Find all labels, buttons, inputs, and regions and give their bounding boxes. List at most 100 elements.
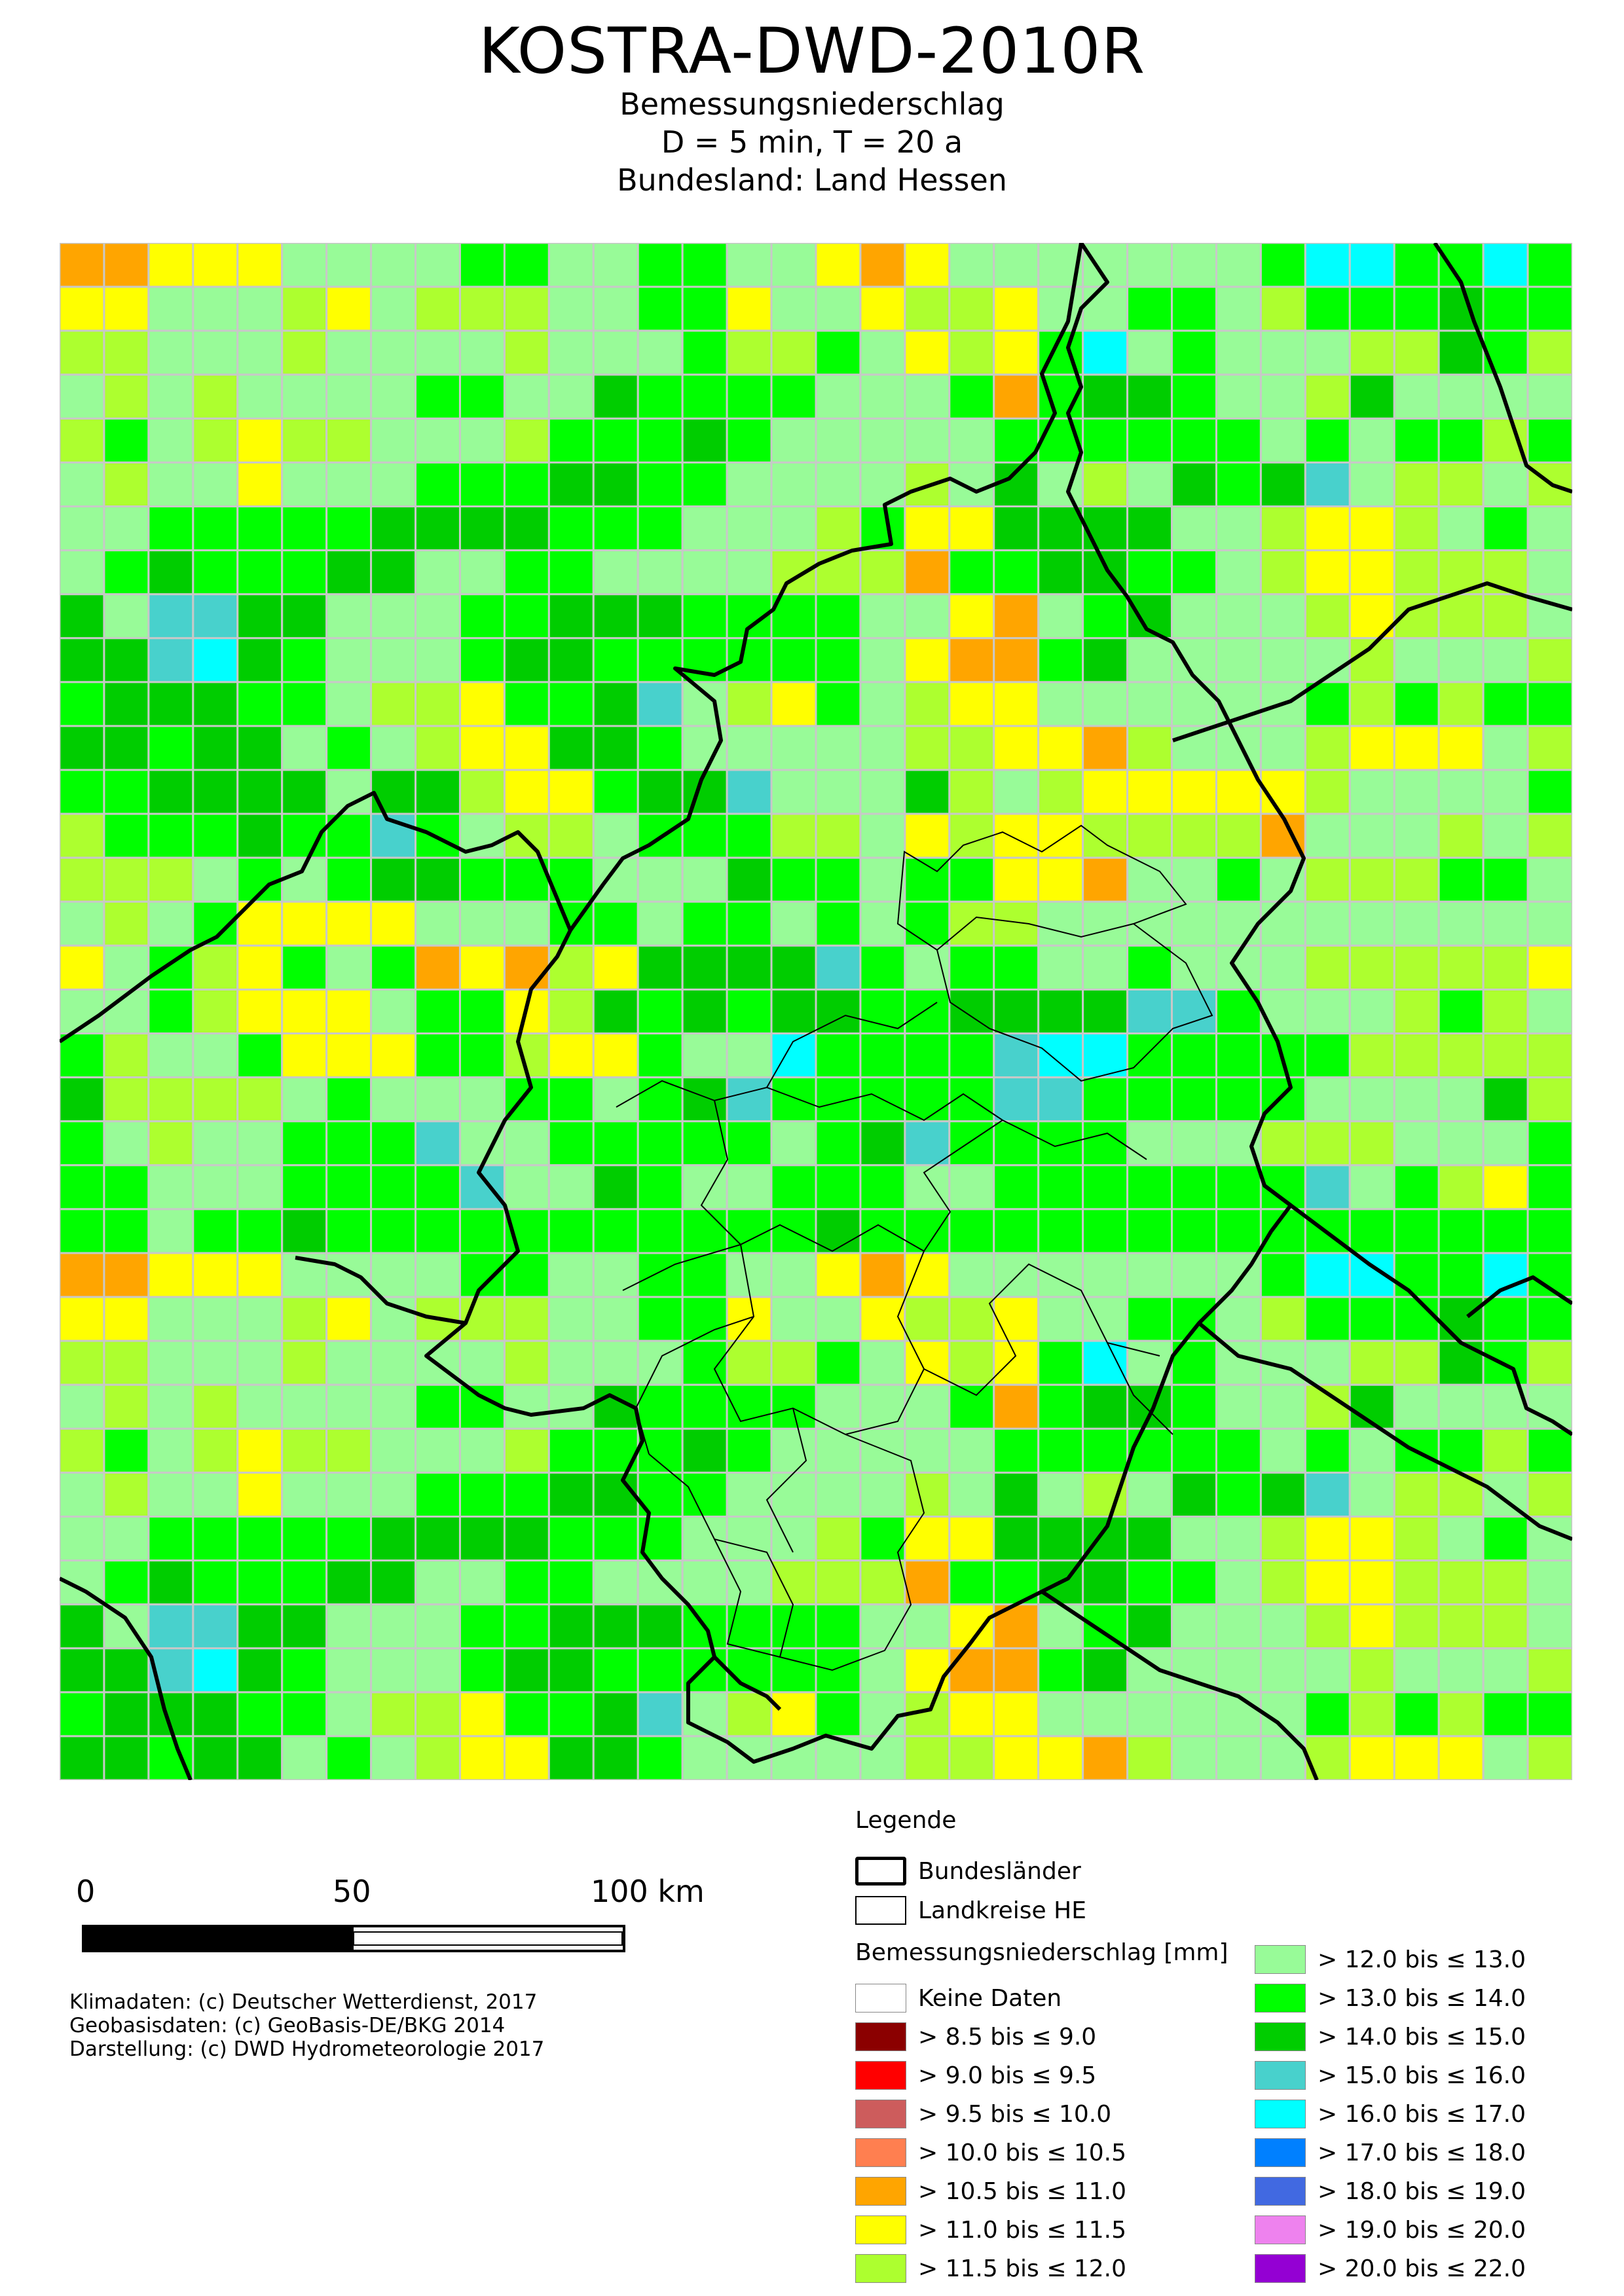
grid-cell <box>1526 812 1572 859</box>
grid-cell <box>1304 1735 1351 1780</box>
grid-cell <box>60 725 105 771</box>
grid-cell <box>547 1559 595 1606</box>
grid-cell <box>325 417 373 464</box>
grid-cell <box>60 769 105 815</box>
grid-cell <box>192 1603 239 1650</box>
legend-swatch <box>1255 1984 1306 2013</box>
grid-cell <box>236 593 284 640</box>
grid-cell <box>592 988 639 1035</box>
grid-cell <box>1437 1164 1485 1211</box>
grid-cell <box>993 243 1040 288</box>
grid-cell <box>1482 856 1529 903</box>
grid-cell <box>1259 1296 1306 1342</box>
state-boundary-swatch <box>855 1857 906 1886</box>
legend-class-14: > 18.0 bis ≤ 19.0 <box>1255 2173 1526 2210</box>
grid-cell <box>948 1471 995 1518</box>
legend-classes-header: Bemessungsniederschlag [mm] <box>855 1939 1228 1966</box>
grid-cell <box>1126 1164 1173 1211</box>
grid-cell <box>458 637 506 683</box>
grid-cell <box>1393 1515 1440 1562</box>
grid-cell <box>1348 1032 1395 1079</box>
grid-cell <box>1171 505 1217 552</box>
grid-cell <box>1526 769 1572 815</box>
grid-cell <box>904 1735 951 1780</box>
grid-cell <box>458 1691 506 1738</box>
district-boundaries <box>616 824 1213 1671</box>
grid-cell <box>103 417 150 464</box>
grid-cell <box>948 1339 995 1386</box>
grid-cell <box>281 505 328 552</box>
grid-cell <box>1259 1603 1306 1650</box>
grid-cell <box>1348 1076 1395 1123</box>
grid-cell <box>1437 1208 1485 1254</box>
grid-cell <box>993 769 1040 815</box>
grid-cell <box>458 900 506 947</box>
grid-cell <box>415 725 461 771</box>
grid-cell <box>1215 1603 1262 1650</box>
grid-cell <box>1259 1076 1306 1123</box>
grid-cell <box>993 944 1040 991</box>
grid-cell <box>103 1559 150 1606</box>
grid-cell <box>192 944 239 991</box>
grid-cell <box>770 329 817 376</box>
grid-cell <box>1259 1427 1306 1474</box>
grid-cell <box>1482 549 1529 596</box>
grid-cell <box>103 1339 150 1386</box>
grid-cell <box>192 1296 239 1342</box>
grid-cell <box>325 1559 373 1606</box>
grid-cell <box>1126 1252 1173 1298</box>
grid-cell <box>1393 1735 1440 1780</box>
grid-cell <box>1348 681 1395 727</box>
grid-cell <box>1304 1515 1351 1562</box>
grid-cell <box>637 944 684 991</box>
legend-label: > 13.0 bis ≤ 14.0 <box>1318 1984 1526 2012</box>
grid-cell <box>192 681 239 727</box>
grid-cell <box>1393 812 1440 859</box>
grid-cell <box>726 1691 773 1738</box>
legend-class-13: > 17.0 bis ≤ 18.0 <box>1255 2134 1526 2171</box>
grid-cell <box>503 593 550 640</box>
grid-cell <box>1526 505 1572 552</box>
grid-cell <box>236 505 284 552</box>
grid-cell <box>1526 988 1572 1035</box>
grid-cell <box>1037 681 1084 727</box>
grid-cell <box>103 1691 150 1738</box>
grid-cell <box>325 1427 373 1474</box>
grid-cell <box>859 856 906 903</box>
grid-cell <box>904 243 951 288</box>
grid-cell <box>1482 900 1529 947</box>
grid-cell <box>281 681 328 727</box>
grid-cell <box>1215 812 1262 859</box>
legend-label: > 11.5 bis ≤ 12.0 <box>918 2255 1127 2282</box>
grid-cell <box>770 1427 817 1474</box>
grid-cell <box>281 1735 328 1780</box>
grid-cell <box>993 1164 1040 1211</box>
grid-cell <box>1348 988 1395 1035</box>
grid-cell <box>993 1515 1040 1562</box>
grid-cell <box>904 681 951 727</box>
grid-cell <box>637 988 684 1035</box>
grid-cell <box>592 637 639 683</box>
grid-cell <box>1304 243 1351 288</box>
grid-cell <box>993 812 1040 859</box>
grid-cell <box>1215 549 1262 596</box>
grid-cell <box>681 505 728 552</box>
grid-cell <box>1037 1603 1084 1650</box>
grid-cell <box>192 769 239 815</box>
grid-cell <box>726 1471 773 1518</box>
grid-cell <box>192 1208 239 1254</box>
grid-cell <box>1393 1076 1440 1123</box>
grid-cell <box>1437 637 1485 683</box>
grid-cell <box>1304 417 1351 464</box>
grid-cell <box>770 1120 817 1167</box>
grid-cell <box>1437 1296 1485 1342</box>
grid-cell <box>1482 1691 1529 1738</box>
grid-cell <box>458 1164 506 1211</box>
grid-cell <box>948 725 995 771</box>
grid-cell <box>147 243 194 288</box>
grid-cell <box>637 681 684 727</box>
grid-cell <box>281 900 328 947</box>
grid-cell <box>681 1735 728 1780</box>
grid-cell <box>458 285 506 332</box>
grid-cell <box>904 1296 951 1342</box>
